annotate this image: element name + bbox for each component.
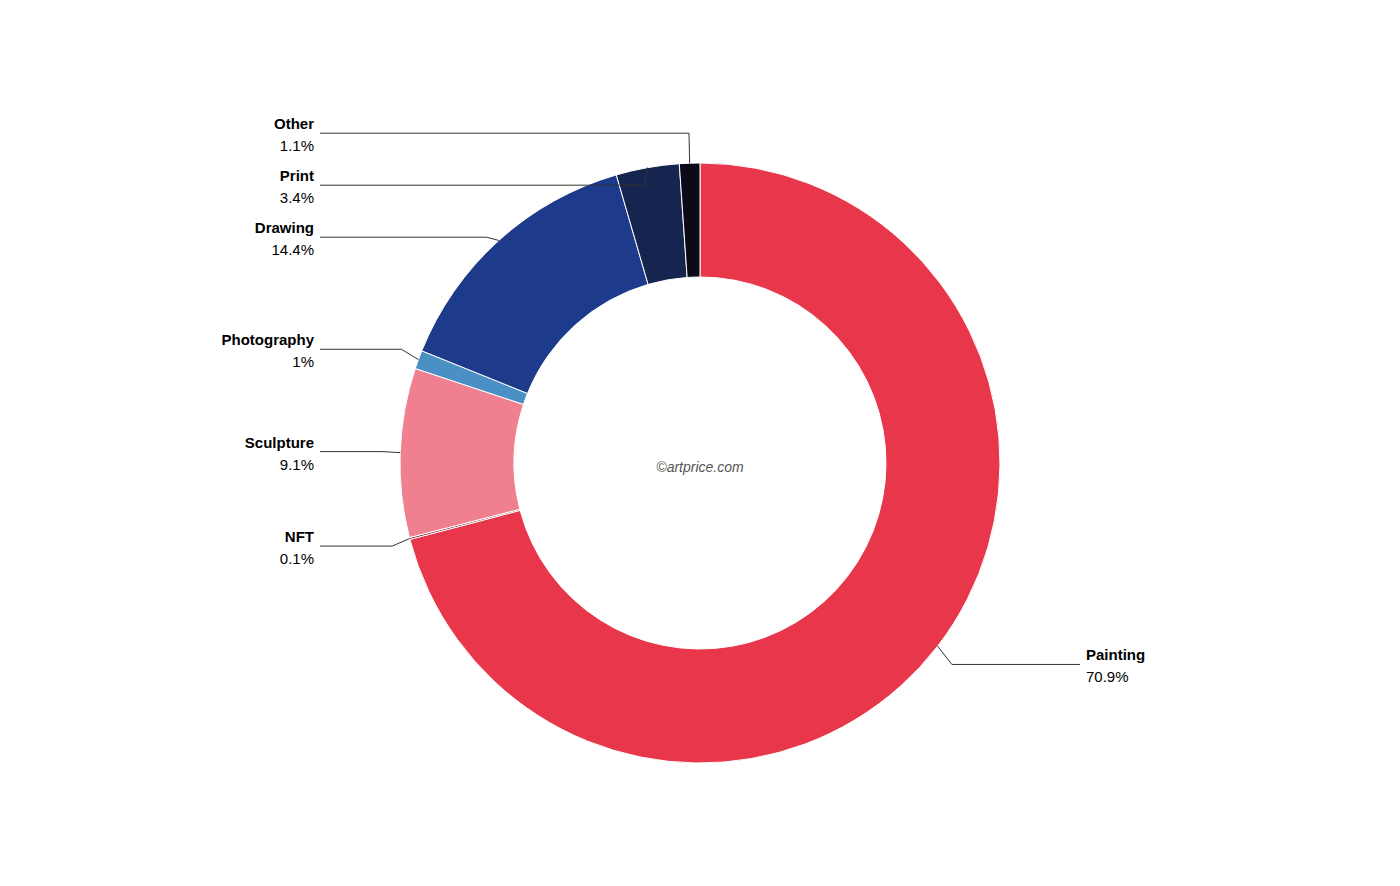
- slice: [679, 163, 700, 277]
- leader-line: [938, 646, 1080, 664]
- chart: Painting NFT Sculpture Photography Drawing Pr…: [0, 0, 1400, 886]
- category-label: Painting: [1086, 646, 1145, 663]
- data-label: 9.1%: [280, 456, 314, 473]
- data-label: 1%: [292, 353, 314, 370]
- category-label: NFT: [285, 528, 314, 545]
- category-label: Drawing: [255, 219, 314, 236]
- slice: [422, 175, 648, 394]
- data-label: 14.4%: [271, 241, 314, 258]
- category-label: Sculpture: [245, 434, 314, 451]
- leader-line: [320, 349, 418, 359]
- leader-line: [320, 237, 499, 240]
- data-label: 70.9%: [1086, 668, 1129, 685]
- slices: [400, 163, 1000, 763]
- category-label: Print: [280, 167, 314, 184]
- leader-line: [320, 168, 647, 186]
- plot: Painting NFT Sculpture Photography Drawing Pr…: [222, 115, 1146, 763]
- data-label: 0.1%: [280, 550, 314, 567]
- data-label: 3.4%: [280, 189, 314, 206]
- leader-line: [320, 133, 690, 163]
- category-label: Photography: [222, 331, 315, 348]
- slice: [616, 164, 687, 285]
- leader-line: [320, 539, 410, 547]
- data-label: 1.1%: [280, 137, 314, 154]
- labels: Painting NFT Sculpture Photography Drawing Pr…: [222, 115, 1146, 685]
- annotation: ©artprice.com: [656, 459, 744, 475]
- category-label: Other: [274, 115, 314, 132]
- leader-line: [320, 452, 400, 453]
